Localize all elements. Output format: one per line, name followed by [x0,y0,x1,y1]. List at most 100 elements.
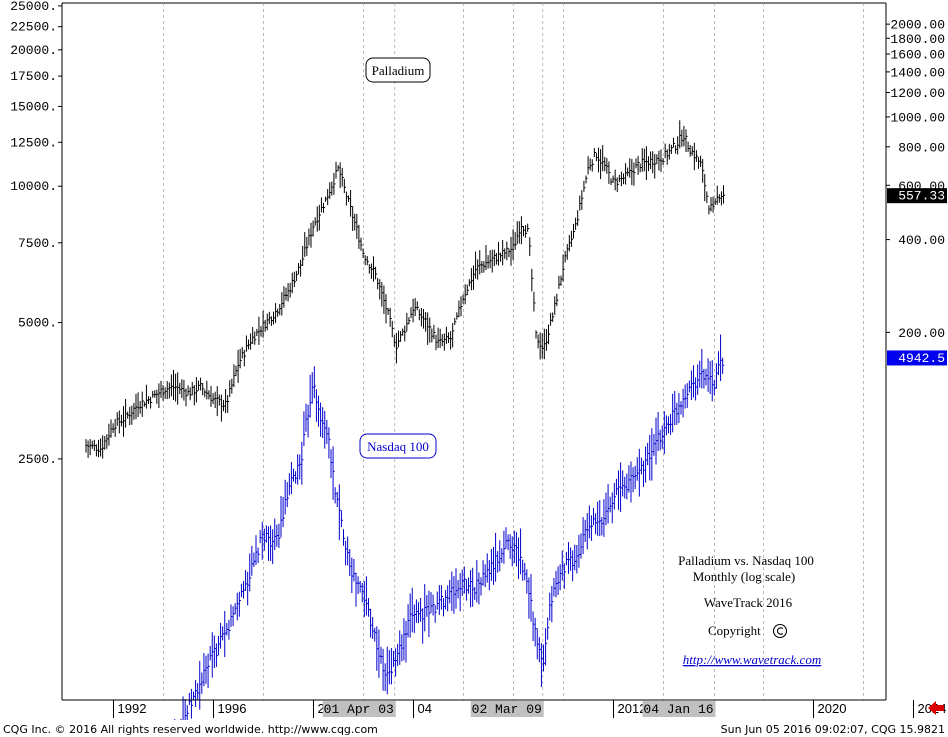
pd-bar [687,141,690,152]
nq-bar [345,540,348,566]
nq-bar [313,366,316,399]
nq-bar [232,606,235,627]
nq-bar [357,576,360,595]
pd-bar [329,182,332,199]
scroll-arrow-icon[interactable] [928,701,944,715]
nq-bar [505,527,508,549]
pd-bar [173,370,176,401]
pd-bar [248,339,251,350]
pd-bar [683,125,686,147]
svg-text:04 Jan 16: 04 Jan 16 [643,702,713,717]
pd-bar [339,162,342,189]
nq-bar [332,446,335,500]
pd-bar [87,440,90,458]
nq-bar [597,501,600,536]
pd-bar [658,150,661,171]
chart-subtitle: Monthly (log scale) [693,569,796,584]
x-tick-label: 1992 [118,701,147,716]
x-highlight-date: 04 Jan 16 [642,701,716,717]
nq-bar [384,663,387,692]
nq-bar [372,616,375,640]
nq-bar [653,434,656,456]
nq-bar [318,395,321,427]
nq-bar [261,521,264,560]
right-tick-label: 1400.00 [890,65,945,80]
nq-bar [488,560,491,591]
nq-bar [613,482,616,510]
nq-bar [536,628,539,660]
pd-bar [308,228,311,246]
pd-bar [537,334,540,349]
nq-bar [609,496,612,513]
pd-bar [610,178,613,185]
nq-bar [305,403,308,432]
nq-bar [497,551,500,573]
copyright-text: Copyright [708,623,761,638]
nq-bar [422,608,425,644]
pd-bar [154,390,157,398]
nq-bar [274,518,277,551]
pd-bar [100,438,103,457]
nq-bar [328,427,331,459]
pd-bar [223,399,226,412]
nq-bar [528,577,531,619]
pd-bar [706,191,709,204]
nq-bar [503,530,506,564]
pd-bar [602,145,605,172]
nq-bar [388,650,391,685]
left-tick-label: 5000. [18,316,57,331]
pd-bar [341,167,344,187]
nq-bar [676,402,679,425]
pd-bar [287,283,290,302]
nq-bar [576,545,579,574]
nq-bar [722,357,725,375]
nq-bar [457,579,460,599]
nq-bar [403,618,406,661]
nq-bar [330,449,333,479]
pd-bar [395,332,399,364]
pd-bar [664,143,667,159]
pd-bar [150,396,153,409]
nq-bar [686,383,689,408]
nq-bar [253,552,256,567]
pd-bar [135,393,138,420]
pd-bar [141,391,144,417]
nq-bar [553,578,556,597]
nq-bar [238,591,241,617]
pd-bar [125,399,128,428]
palladium-label: Palladium [372,63,425,78]
pd-bar [504,248,507,259]
pd-bar [539,332,542,360]
right-tick-label: 400.00 [898,233,945,248]
nq-bar [399,630,402,665]
pd-bar [281,292,284,316]
pd-bar [508,248,511,258]
pd-bar [685,129,688,153]
website-link[interactable]: http://www.wavetrack.com [683,652,821,667]
x-tick-label: 1996 [218,701,247,716]
pd-bar [454,317,457,326]
nq-bar [247,571,250,606]
pd-bar [231,378,234,394]
pd-bar [258,316,261,345]
pd-bar [312,220,315,237]
nq-bar [665,415,669,436]
pd-bar [89,438,92,456]
nq-bar [207,653,210,688]
nq-bar [645,446,648,483]
pd-bar [570,230,574,247]
pd-bar [606,157,609,174]
nq-bar [472,567,475,607]
nq-bar [290,461,294,495]
pd-bar [85,439,88,453]
nq-bar [678,393,681,423]
pd-bar [91,440,94,449]
pd-bar [181,379,184,399]
pd-bar [393,335,396,347]
pd-bar [214,391,217,408]
pd-bar [581,190,584,210]
pd-bar [670,144,674,154]
pd-bar [620,171,624,187]
